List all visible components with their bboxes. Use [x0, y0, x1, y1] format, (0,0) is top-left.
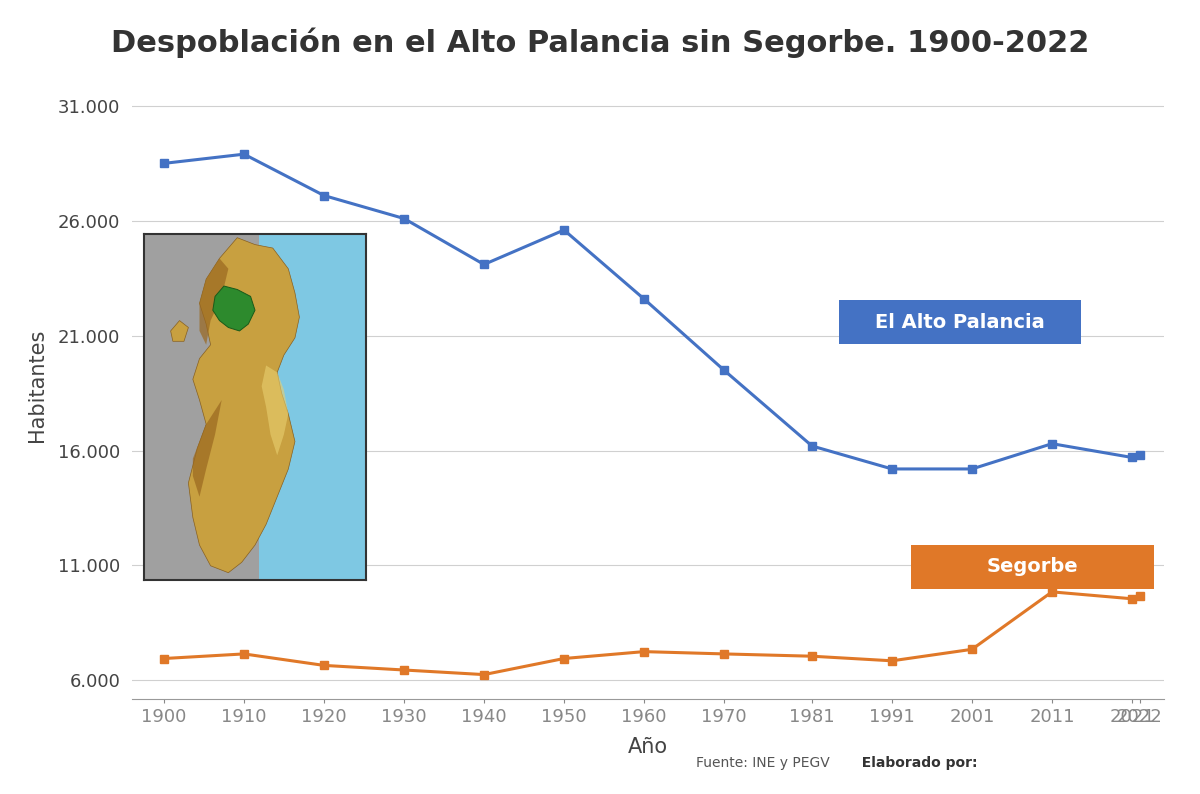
Polygon shape: [262, 365, 288, 455]
Polygon shape: [170, 321, 188, 341]
Polygon shape: [188, 237, 300, 572]
Bar: [259, 234, 366, 580]
FancyBboxPatch shape: [911, 545, 1153, 589]
Polygon shape: [199, 258, 228, 345]
Y-axis label: Habitantes: Habitantes: [26, 329, 47, 441]
FancyBboxPatch shape: [839, 300, 1081, 345]
Text: Fuente: INE y PEGV: Fuente: INE y PEGV: [696, 756, 829, 770]
Text: Despoblación en el Alto Palancia sin Segorbe. 1900-2022: Despoblación en el Alto Palancia sin Seg…: [110, 28, 1090, 58]
Polygon shape: [212, 286, 256, 331]
X-axis label: Año: Año: [628, 737, 668, 757]
Text: Elaborado por:: Elaborado por:: [852, 756, 978, 770]
Text: Segorbe: Segorbe: [986, 557, 1079, 576]
Text: El Alto Palancia: El Alto Palancia: [875, 313, 1045, 332]
Polygon shape: [193, 400, 222, 497]
